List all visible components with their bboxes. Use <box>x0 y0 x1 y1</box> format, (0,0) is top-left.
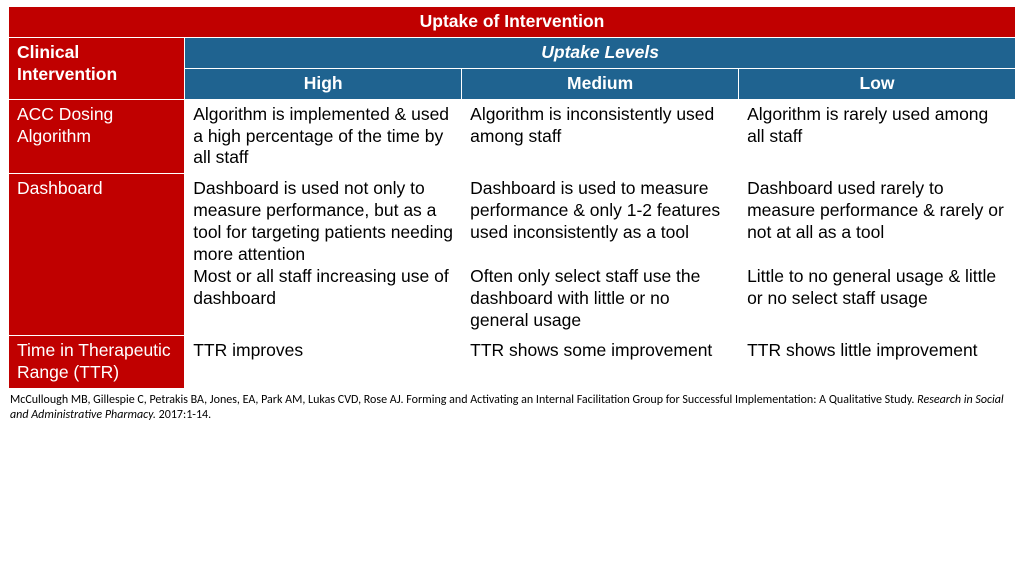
row-label-acc: ACC Dosing Algorithm <box>9 99 185 174</box>
cell-dashboard-low: Dashboard used rarely to measure perform… <box>739 174 1016 336</box>
cell-acc-medium: Algorithm is inconsistently used among s… <box>462 99 739 174</box>
level-header-low: Low <box>739 68 1016 99</box>
uptake-table: Uptake of Intervention Clinical Interven… <box>8 6 1016 389</box>
cell-acc-high: Algorithm is implemented & used a high p… <box>185 99 462 174</box>
cell-ttr-high: TTR improves <box>185 336 462 389</box>
citation-suffix: 2017:1-14. <box>156 408 211 422</box>
level-header-high: High <box>185 68 462 99</box>
cell-dashboard-medium: Dashboard is used to measure performance… <box>462 174 739 336</box>
cell-ttr-low: TTR shows little improvement <box>739 336 1016 389</box>
uptake-levels-header: Uptake Levels <box>185 37 1016 68</box>
cell-dashboard-high: Dashboard is used not only to measure pe… <box>185 174 462 336</box>
row-label-dashboard: Dashboard <box>9 174 185 336</box>
cell-ttr-medium: TTR shows some improvement <box>462 336 739 389</box>
citation: McCullough MB, Gillespie C, Petrakis BA,… <box>8 389 1016 422</box>
citation-authors: McCullough MB, Gillespie C, Petrakis BA,… <box>10 393 917 407</box>
row-header-label: Clinical Intervention <box>9 37 185 99</box>
level-header-medium: Medium <box>462 68 739 99</box>
cell-acc-low: Algorithm is rarely used among all staff <box>739 99 1016 174</box>
table-title: Uptake of Intervention <box>9 7 1016 38</box>
row-label-ttr: Time in Therapeutic Range (TTR) <box>9 336 185 389</box>
